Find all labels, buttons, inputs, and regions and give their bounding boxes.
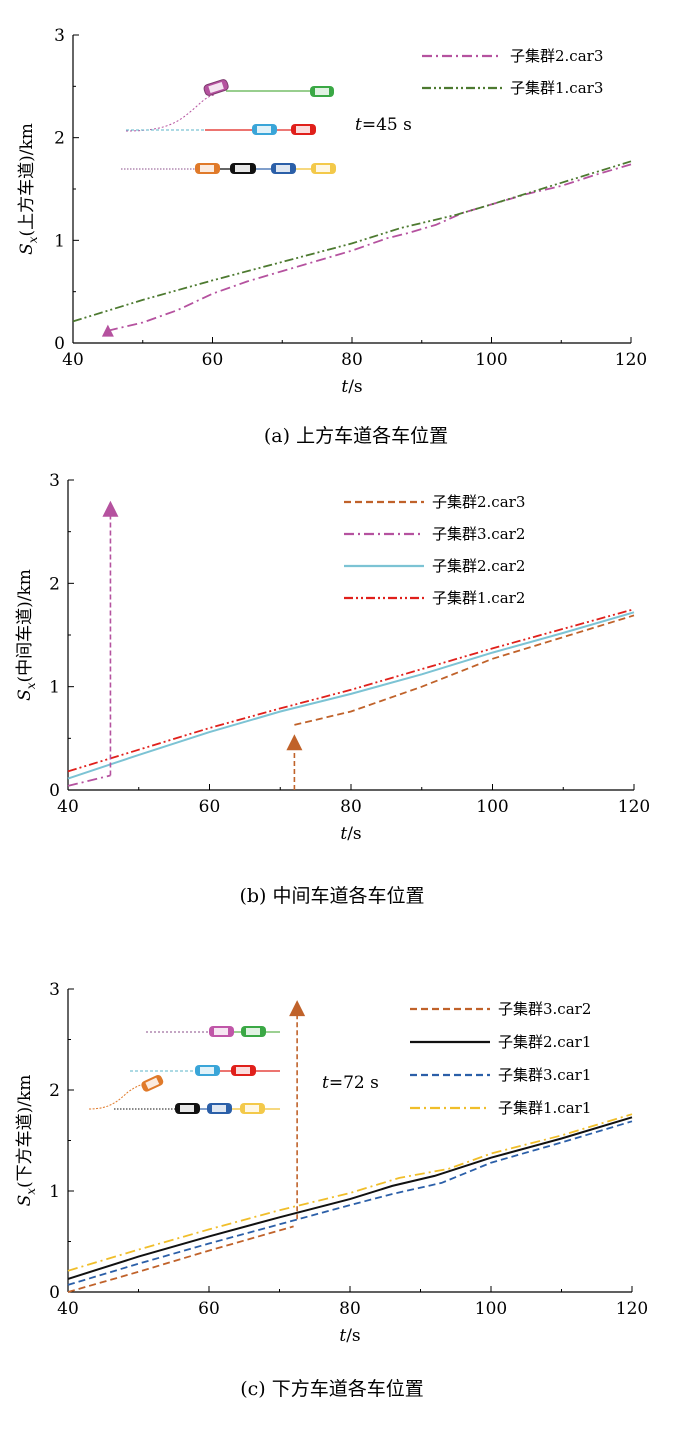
chart-a-entry-marker: [101, 324, 114, 337]
chart-c-series-line: [67, 1116, 633, 1280]
chart-a-y-axis-title: Sx(上方车道)/km: [17, 123, 40, 255]
chart-c-y-tick-label: 0: [49, 1283, 60, 1303]
chart-c-x-tick-label: 40: [57, 1299, 79, 1319]
chart-b-legend-label: 子集群3.car2: [432, 525, 525, 543]
chart-c-svg: 40 60 80 100 120 0 1 2 3 t/s Sx(下方车道)/km 子集群3.car2 子…: [15, 980, 648, 1400]
chart-a-series-line: [107, 163, 632, 332]
chart-panel-b: 40 60 80 100 120 0 1 2 3 t/s Sx(中间车道)/km 子集群2.car3 子…: [0, 460, 693, 925]
chart-c-y-tick-label: 3: [49, 980, 60, 1000]
chart-c-y-tick-label: 1: [49, 1182, 60, 1202]
chart-c-caption: (c) 下方车道各车位置: [240, 1378, 424, 1400]
chart-c-legend-label: 子集群2.car1: [498, 1033, 591, 1051]
chart-b-caption: (b) 中间车道各车位置: [239, 885, 424, 907]
chart-b-arrow-head: [102, 500, 119, 517]
chart-panel-a: 40 60 80 100 120 0 1 2 3 t/s Sx(上方车道)/km 子集群2.car3 子…: [0, 0, 693, 460]
chart-c-x-tick-label: 100: [475, 1299, 507, 1319]
chart-c-x-tick-label: 60: [198, 1299, 220, 1319]
chart-b-legend-label: 子集群2.car2: [432, 557, 525, 575]
chart-a-y-tick-label: 3: [54, 26, 65, 46]
chart-c-x-tick-label: 120: [616, 1299, 648, 1319]
chart-b-x-axis-title: t/s: [340, 824, 361, 844]
chart-a-legend-label: 子集群2.car3: [510, 47, 603, 65]
chart-a-x-tick-label: 120: [615, 350, 647, 370]
chart-b-legend-label: 子集群1.car2: [432, 589, 525, 607]
chart-c-legend-label: 子集群1.car1: [498, 1099, 591, 1117]
chart-a-caption: (a) 上方车道各车位置: [264, 425, 448, 447]
traffic-schematic-a: [121, 79, 336, 174]
chart-c-arrow-head: [289, 1000, 306, 1017]
chart-c-y-axis-title: Sx(下方车道)/km: [15, 1075, 38, 1207]
traffic-schematic-c: [88, 1026, 280, 1114]
chart-b-series-line: [67, 774, 111, 787]
chart-c-x-axis-title: t/s: [339, 1326, 360, 1346]
chart-a-x-tick-label: 100: [475, 350, 507, 370]
chart-b-series-line: [67, 608, 635, 773]
chart-c-series-line: [67, 1225, 294, 1293]
chart-b-arrow-head: [286, 734, 303, 751]
chart-c-time-annotation: t=72 s: [322, 1073, 379, 1093]
chart-b-y-tick-label: 2: [49, 574, 60, 594]
chart-b-y-tick-label: 1: [49, 678, 60, 698]
chart-c-legend-label: 子集群3.car1: [498, 1066, 591, 1084]
chart-b-x-tick-label: 100: [476, 797, 508, 817]
chart-c-x-tick-label: 80: [339, 1299, 361, 1319]
chart-a-y-tick-label: 0: [54, 334, 65, 354]
chart-a-x-tick-label: 40: [62, 350, 84, 370]
chart-panel-c: 40 60 80 100 120 0 1 2 3 t/s Sx(下方车道)/km 子集群3.car2 子…: [0, 925, 693, 1430]
chart-c-series-line: [67, 1113, 633, 1272]
chart-b-series-line: [294, 614, 635, 726]
chart-a-legend-label: 子集群1.car3: [510, 79, 603, 97]
chart-b-y-axis-title: Sx(中间车道)/km: [15, 569, 38, 701]
chart-a-svg: 40 60 80 100 120 0 1 2 3 t/s Sx(上方车道)/km 子集群2.car3 子…: [17, 26, 647, 447]
chart-b-x-tick-label: 40: [57, 797, 79, 817]
chart-a-series-line: [72, 160, 632, 323]
chart-a-x-tick-label: 80: [341, 350, 363, 370]
chart-b-x-tick-label: 60: [199, 797, 221, 817]
chart-c-series-line: [67, 1120, 633, 1286]
chart-a-y-tick-label: 1: [54, 231, 65, 251]
chart-b-x-tick-label: 80: [340, 797, 362, 817]
chart-c-y-tick-label: 2: [49, 1081, 60, 1101]
chart-b-y-tick-label: 3: [49, 471, 60, 491]
chart-c-legend-label: 子集群3.car2: [498, 1000, 591, 1018]
chart-a-time-annotation: t=45 s: [355, 115, 412, 135]
chart-b-legend-label: 子集群2.car3: [432, 493, 525, 511]
chart-b-x-tick-label: 120: [618, 797, 650, 817]
chart-b-series-line: [67, 611, 635, 780]
chart-b-y-tick-label: 0: [49, 781, 60, 801]
chart-a-y-tick-label: 2: [54, 129, 65, 149]
chart-a-x-axis-title: t/s: [341, 377, 362, 397]
chart-a-x-tick-label: 60: [202, 350, 224, 370]
chart-b-svg: 40 60 80 100 120 0 1 2 3 t/s Sx(中间车道)/km 子集群2.car3 子…: [15, 471, 650, 907]
